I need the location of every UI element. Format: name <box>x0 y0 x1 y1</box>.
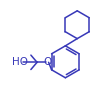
Text: O: O <box>43 57 51 67</box>
Text: HO: HO <box>12 57 28 67</box>
